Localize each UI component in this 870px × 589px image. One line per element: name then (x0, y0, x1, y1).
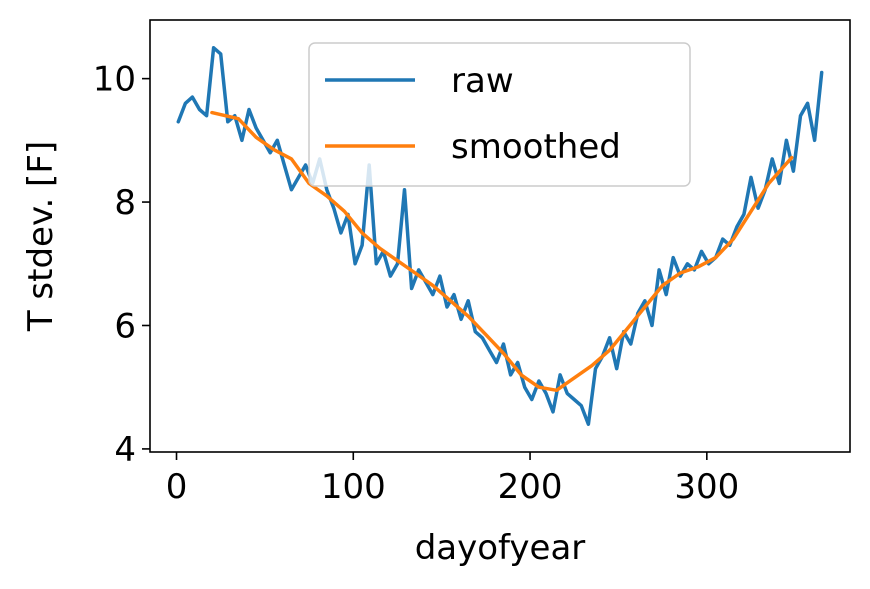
x-tick-label-300: 300 (674, 467, 739, 507)
x-axis: 0 100 200 300 (166, 452, 739, 507)
y-axis-label: T stdev. [F] (21, 141, 61, 332)
y-tick-label-6: 6 (114, 306, 136, 346)
y-tick-label-8: 8 (114, 183, 136, 223)
x-tick-label-200: 200 (498, 467, 563, 507)
series-layer (176, 46, 824, 426)
plot-frame (149, 19, 851, 453)
y-tick-label-10: 10 (93, 60, 136, 100)
legend: raw smoothed (308, 42, 691, 187)
x-tick-label-100: 100 (321, 467, 386, 507)
series-line-smoothed (210, 110, 794, 393)
x-tick-label-0: 0 (166, 467, 188, 507)
y-axis: 4 6 8 10 (93, 60, 150, 470)
legend-label-raw: raw (451, 61, 514, 101)
x-axis-label: dayofyear (415, 528, 586, 568)
y-tick-label-4: 4 (114, 430, 136, 470)
legend-label-smoothed: smoothed (451, 127, 621, 167)
